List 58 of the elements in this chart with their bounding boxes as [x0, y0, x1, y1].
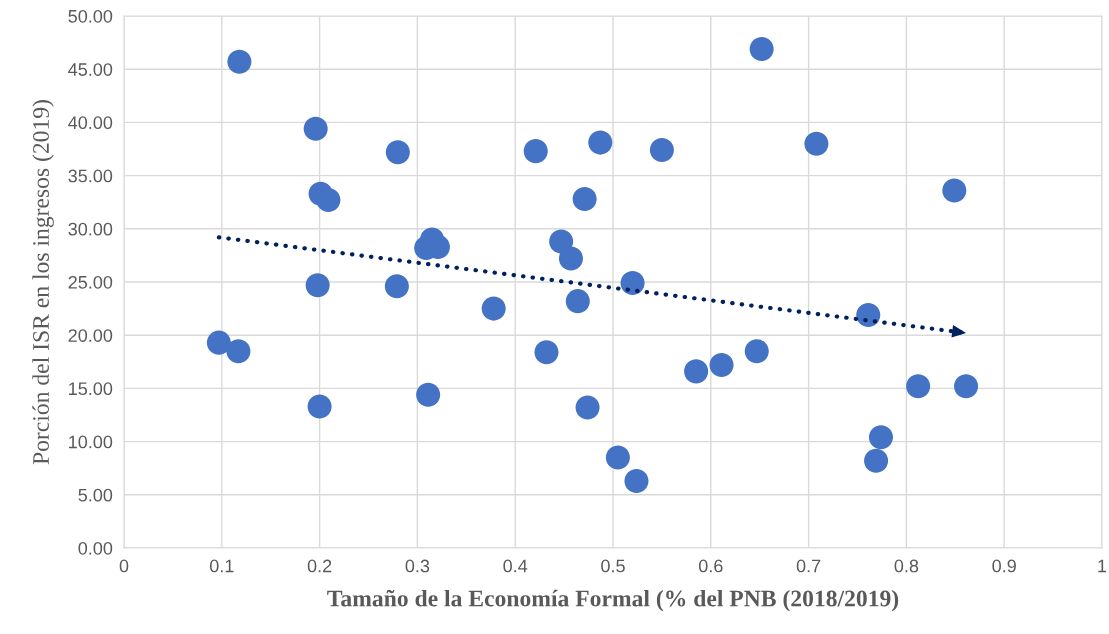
- x-tick-label: 0.5: [601, 559, 625, 573]
- point: [588, 130, 613, 155]
- point: [565, 289, 590, 314]
- y-tick-label: 5.00: [78, 488, 113, 502]
- x-tick-label: 0.4: [503, 559, 528, 573]
- y-axis-title: Porción del ISR en los ingresos (2019): [32, 100, 54, 465]
- point: [864, 448, 889, 473]
- y-tick-label: 30.00: [68, 222, 113, 236]
- point: [954, 374, 979, 399]
- x-tick-label: 0.1: [209, 559, 234, 573]
- x-tick-label: 0.3: [405, 559, 430, 573]
- y-tick-label: 35.00: [68, 169, 113, 183]
- point: [303, 116, 328, 141]
- y-tick-label: 20.00: [68, 329, 113, 342]
- point: [684, 359, 709, 384]
- point: [384, 274, 409, 299]
- x-tick-label: 0.9: [992, 559, 1016, 573]
- point: [749, 36, 774, 62]
- point: [649, 138, 674, 163]
- point: [620, 271, 645, 296]
- y-tick-label: 0.00: [78, 541, 113, 555]
- point: [534, 340, 559, 365]
- x-tick-label: 0.6: [698, 559, 723, 573]
- point: [906, 374, 931, 399]
- point: [549, 229, 574, 254]
- point: [206, 330, 231, 355]
- point: [942, 178, 967, 203]
- point: [624, 468, 649, 493]
- point: [481, 296, 506, 321]
- x-tick-label: 0.7: [796, 559, 821, 573]
- x-tick-label: 1: [1098, 559, 1107, 573]
- point: [709, 352, 734, 378]
- x-tick-label: 0.8: [894, 559, 919, 573]
- y-tick-label: 50.00: [68, 9, 113, 23]
- point: [305, 273, 330, 298]
- point: [572, 186, 597, 212]
- y-tick-label: 10.00: [69, 435, 113, 449]
- point: [868, 425, 893, 450]
- point: [416, 382, 441, 407]
- y-tick-label: 15.00: [69, 382, 113, 396]
- point: [307, 394, 332, 419]
- point: [605, 445, 630, 470]
- point: [226, 339, 251, 364]
- point: [316, 188, 341, 213]
- point: [523, 139, 548, 164]
- x-tick-label: 0.2: [307, 559, 332, 573]
- point: [575, 395, 600, 420]
- y-tick-label: 40.00: [68, 116, 113, 130]
- point: [744, 339, 769, 364]
- point: [856, 302, 881, 328]
- point: [558, 246, 583, 271]
- x-axis-title: Tamaño de la Economía Formal (% del PNB (2018/2019): [327, 589, 899, 612]
- point: [227, 49, 252, 74]
- x-tick-label: 0: [119, 559, 129, 573]
- point: [385, 140, 410, 165]
- y-tick-label: 45.00: [68, 63, 113, 76]
- y-tick-label: 25.00: [68, 275, 113, 289]
- point: [804, 131, 829, 156]
